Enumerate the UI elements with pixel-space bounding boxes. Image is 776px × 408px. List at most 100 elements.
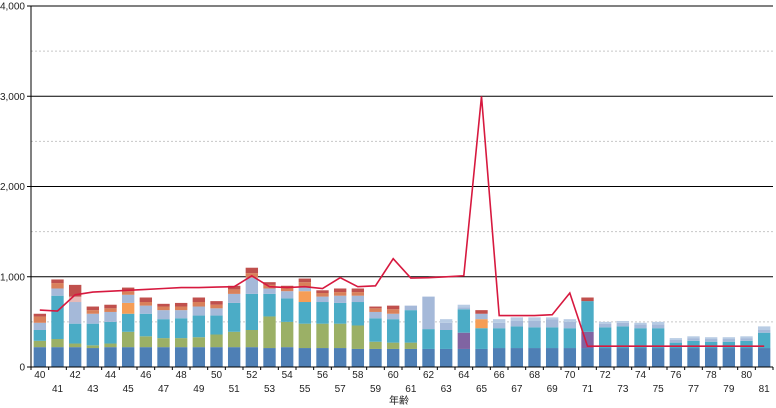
bar-stack xyxy=(634,322,647,367)
x-tick-label: 68 xyxy=(529,370,541,381)
bar-segment xyxy=(422,329,435,349)
x-tick-label: 60 xyxy=(388,370,400,381)
bar-segment xyxy=(121,291,135,295)
bar-stack xyxy=(333,288,347,367)
x-tick-label: 62 xyxy=(423,370,435,381)
y-tick-label: 3,000 xyxy=(0,92,25,103)
axes xyxy=(27,5,774,370)
bar-segment xyxy=(298,291,312,303)
bar-stack xyxy=(298,278,312,367)
bar-segment xyxy=(298,286,312,292)
x-tick-label: 79 xyxy=(723,384,735,395)
bar-segment xyxy=(404,342,418,349)
bar-segment xyxy=(51,295,64,340)
x-tick-label: 47 xyxy=(158,384,170,395)
x-tick-label: 45 xyxy=(123,384,135,395)
bar-segment xyxy=(581,301,594,332)
bar-segment xyxy=(298,348,312,367)
bar-stack xyxy=(245,267,259,367)
x-tick-label: 48 xyxy=(176,370,188,381)
bar-segment xyxy=(369,318,382,342)
bar-segment xyxy=(280,291,294,299)
bar-segment xyxy=(210,347,223,367)
bar-segment xyxy=(210,315,223,335)
bar-segment xyxy=(757,326,771,330)
y-tick-label: 2,000 xyxy=(0,182,25,193)
x-tick-label: 41 xyxy=(52,384,64,395)
bar-segment xyxy=(704,348,718,367)
x-tick-label: 66 xyxy=(494,370,506,381)
bar-segment xyxy=(68,343,82,348)
bar-segment xyxy=(492,328,506,349)
bar-segment xyxy=(280,347,294,367)
x-tick-label: 56 xyxy=(317,370,329,381)
bar-segment xyxy=(104,321,117,344)
bar-segment xyxy=(210,334,223,348)
bar-segment xyxy=(545,317,559,320)
bar-segment xyxy=(121,294,135,303)
bar-segment xyxy=(174,347,188,367)
bar-stack xyxy=(139,297,153,367)
x-tick-label: 76 xyxy=(670,370,682,381)
bar-segment xyxy=(139,297,153,303)
x-tick-label: 51 xyxy=(229,384,241,395)
bar-segment xyxy=(704,339,718,342)
bar-segment xyxy=(669,348,683,367)
bar-segment xyxy=(757,348,771,367)
bar-segment xyxy=(157,303,170,307)
bar-segment xyxy=(192,347,206,367)
bar-segment xyxy=(316,292,329,297)
bar-segment xyxy=(563,328,577,349)
bar-segment xyxy=(280,287,294,292)
x-tick-label: 43 xyxy=(87,384,99,395)
bar-stack xyxy=(669,338,683,367)
bar-segment xyxy=(192,315,206,338)
bar-segment xyxy=(245,293,259,330)
bar-segment xyxy=(687,340,700,349)
bar-segment xyxy=(722,348,736,367)
bar-segment xyxy=(86,313,100,324)
bar-segment xyxy=(33,340,47,348)
bar-segment xyxy=(263,293,276,317)
bar-segment xyxy=(457,348,471,367)
bar-segment xyxy=(651,321,665,325)
bar-stack xyxy=(457,304,471,367)
bar-segment xyxy=(33,316,47,323)
bar-segment xyxy=(510,348,524,367)
bar-segment xyxy=(492,322,506,329)
x-tick-label: 69 xyxy=(547,384,559,395)
bar-stack xyxy=(227,285,241,367)
bar-segment xyxy=(563,319,577,322)
bar-stack xyxy=(704,337,718,367)
bar-stack xyxy=(651,321,665,367)
bar-segment xyxy=(333,323,347,349)
bar-segment xyxy=(174,310,188,319)
bar-segment xyxy=(475,319,488,329)
bar-segment xyxy=(33,313,47,317)
bar-stack xyxy=(687,336,700,367)
bar-segment xyxy=(351,292,365,296)
bar-segment xyxy=(263,316,276,349)
bar-segment xyxy=(51,279,64,284)
bar-segment xyxy=(157,319,170,339)
x-tick-label: 64 xyxy=(458,370,470,381)
y-tick-labels: 0 1,000 2,000 3,000 4,000 xyxy=(0,2,25,374)
bar-segment xyxy=(68,296,82,303)
bar-segment xyxy=(157,338,170,348)
bar-segment xyxy=(298,282,312,287)
bar-segment xyxy=(139,305,153,314)
bar-segment xyxy=(86,310,100,314)
bar-segment xyxy=(263,348,276,367)
bar-segment xyxy=(333,288,347,293)
bar-segment xyxy=(669,338,683,340)
bar-segment xyxy=(386,309,400,314)
bar-segment xyxy=(351,288,365,293)
bar-segment xyxy=(528,317,541,321)
y-tick-label: 4,000 xyxy=(0,2,25,13)
bar-segment xyxy=(722,339,736,342)
bar-segment xyxy=(404,310,418,343)
bar-segment xyxy=(616,322,630,327)
bar-segment xyxy=(298,302,312,324)
bar-segment xyxy=(634,348,647,367)
